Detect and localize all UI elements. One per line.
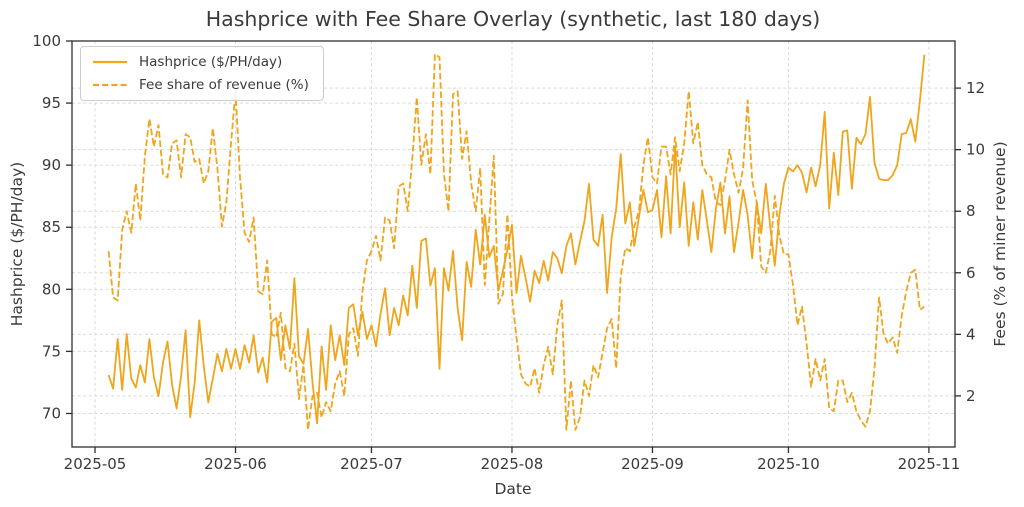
x-tick-label: 2025-10 [757,455,820,473]
series-fee-share-line [107,53,925,431]
x-axis-label: Date [494,480,531,498]
legend-swatch-dashed-line [93,83,127,87]
plot-border [71,40,956,448]
y-tick-label-right: 12 [966,79,985,97]
x-tick-label: 2025-08 [481,455,544,473]
y-tick-label-left: 70 [42,404,61,422]
x-tick-label: 2025-05 [64,455,127,473]
legend-item-label: Fee share of revenue (%) [139,77,309,93]
y-tick-label-left: 90 [42,156,61,174]
axis-layer: 70 75 80 85 90 95 100 2 4 6 8 10 12 2025-05 2025-06 202… [32,32,985,473]
x-tick-label: 2025-11 [898,455,961,473]
legend-item-label: Hashprice ($/PH/day) [139,54,283,70]
y-tick-label-left: 95 [42,94,61,112]
legend-item-fee-share: Fee share of revenue (%) [91,77,309,93]
legend-swatch-solid-line [93,60,127,64]
y-tick-label-right: 6 [966,264,976,282]
chart-title: Hashprice with Fee Share Overlay (synthe… [206,7,821,31]
y-tick-label-right: 8 [966,202,976,220]
y-axis-label-right: Fees (% of miner revenue) [991,141,1009,346]
legend-item-hashprice: Hashprice ($/PH/day) [91,54,309,70]
x-tick-label: 2025-07 [340,455,403,473]
x-tick-label: 2025-09 [621,455,684,473]
y-tick-label-left: 75 [42,342,61,360]
y-tick-label-left: 80 [42,280,61,298]
y-tick-label-right: 10 [966,141,985,159]
y-tick-label-right: 4 [966,325,976,343]
series-layer [107,53,926,431]
series-hashprice-line [107,54,926,425]
legend: Hashprice ($/PH/day) Fee share of revenu… [80,46,324,101]
y-tick-label-right: 2 [966,387,976,405]
y-tick-label-left: 100 [32,32,61,50]
x-tick-label: 2025-06 [204,455,267,473]
y-axis-label-left: Hashprice ($/PH/day) [8,162,26,326]
y-tick-label-left: 85 [42,218,61,236]
